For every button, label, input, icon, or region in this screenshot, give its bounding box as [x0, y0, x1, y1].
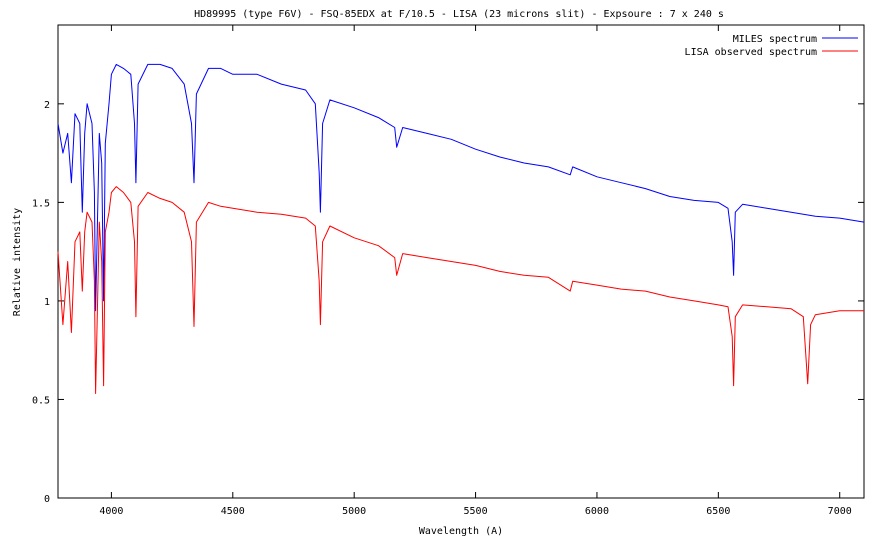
legend-label-1: LISA observed spectrum: [685, 47, 817, 58]
x-tick-label: 4500: [221, 506, 245, 517]
plot-frame: [57, 24, 865, 499]
y-axis: 0 0.5 1 1.5 2: [32, 100, 864, 505]
legend: MILES spectrum LISA observed spectrum: [685, 34, 858, 58]
series-line-0: [57, 63, 865, 312]
x-tick-label: 6000: [585, 506, 609, 517]
x-tick-label: 6500: [706, 506, 730, 517]
y-tick-label: 1: [44, 297, 50, 308]
y-tick-label: 2: [44, 100, 50, 111]
series-line-1: [57, 186, 864, 394]
x-tick-label: 4000: [99, 506, 123, 517]
x-axis: 4000 4500 5000 5500 6000 6500 7000: [99, 25, 852, 517]
y-tick-label: 0.5: [32, 395, 50, 406]
x-tick-label: 5500: [464, 506, 488, 517]
x-tick-label: 7000: [828, 506, 852, 517]
legend-label-0: MILES spectrum: [733, 34, 817, 45]
y-tick-label: 1.5: [32, 198, 50, 209]
x-axis-label: Wavelength (A): [419, 526, 503, 537]
y-tick-label: 0: [44, 494, 50, 505]
y-axis-label: Relative intensity: [12, 208, 23, 316]
x-tick-label: 5000: [342, 506, 366, 517]
series-layer: [57, 63, 865, 394]
chart-title: HD89995 (type F6V) - FSQ-85EDX at F/10.5…: [194, 9, 724, 20]
